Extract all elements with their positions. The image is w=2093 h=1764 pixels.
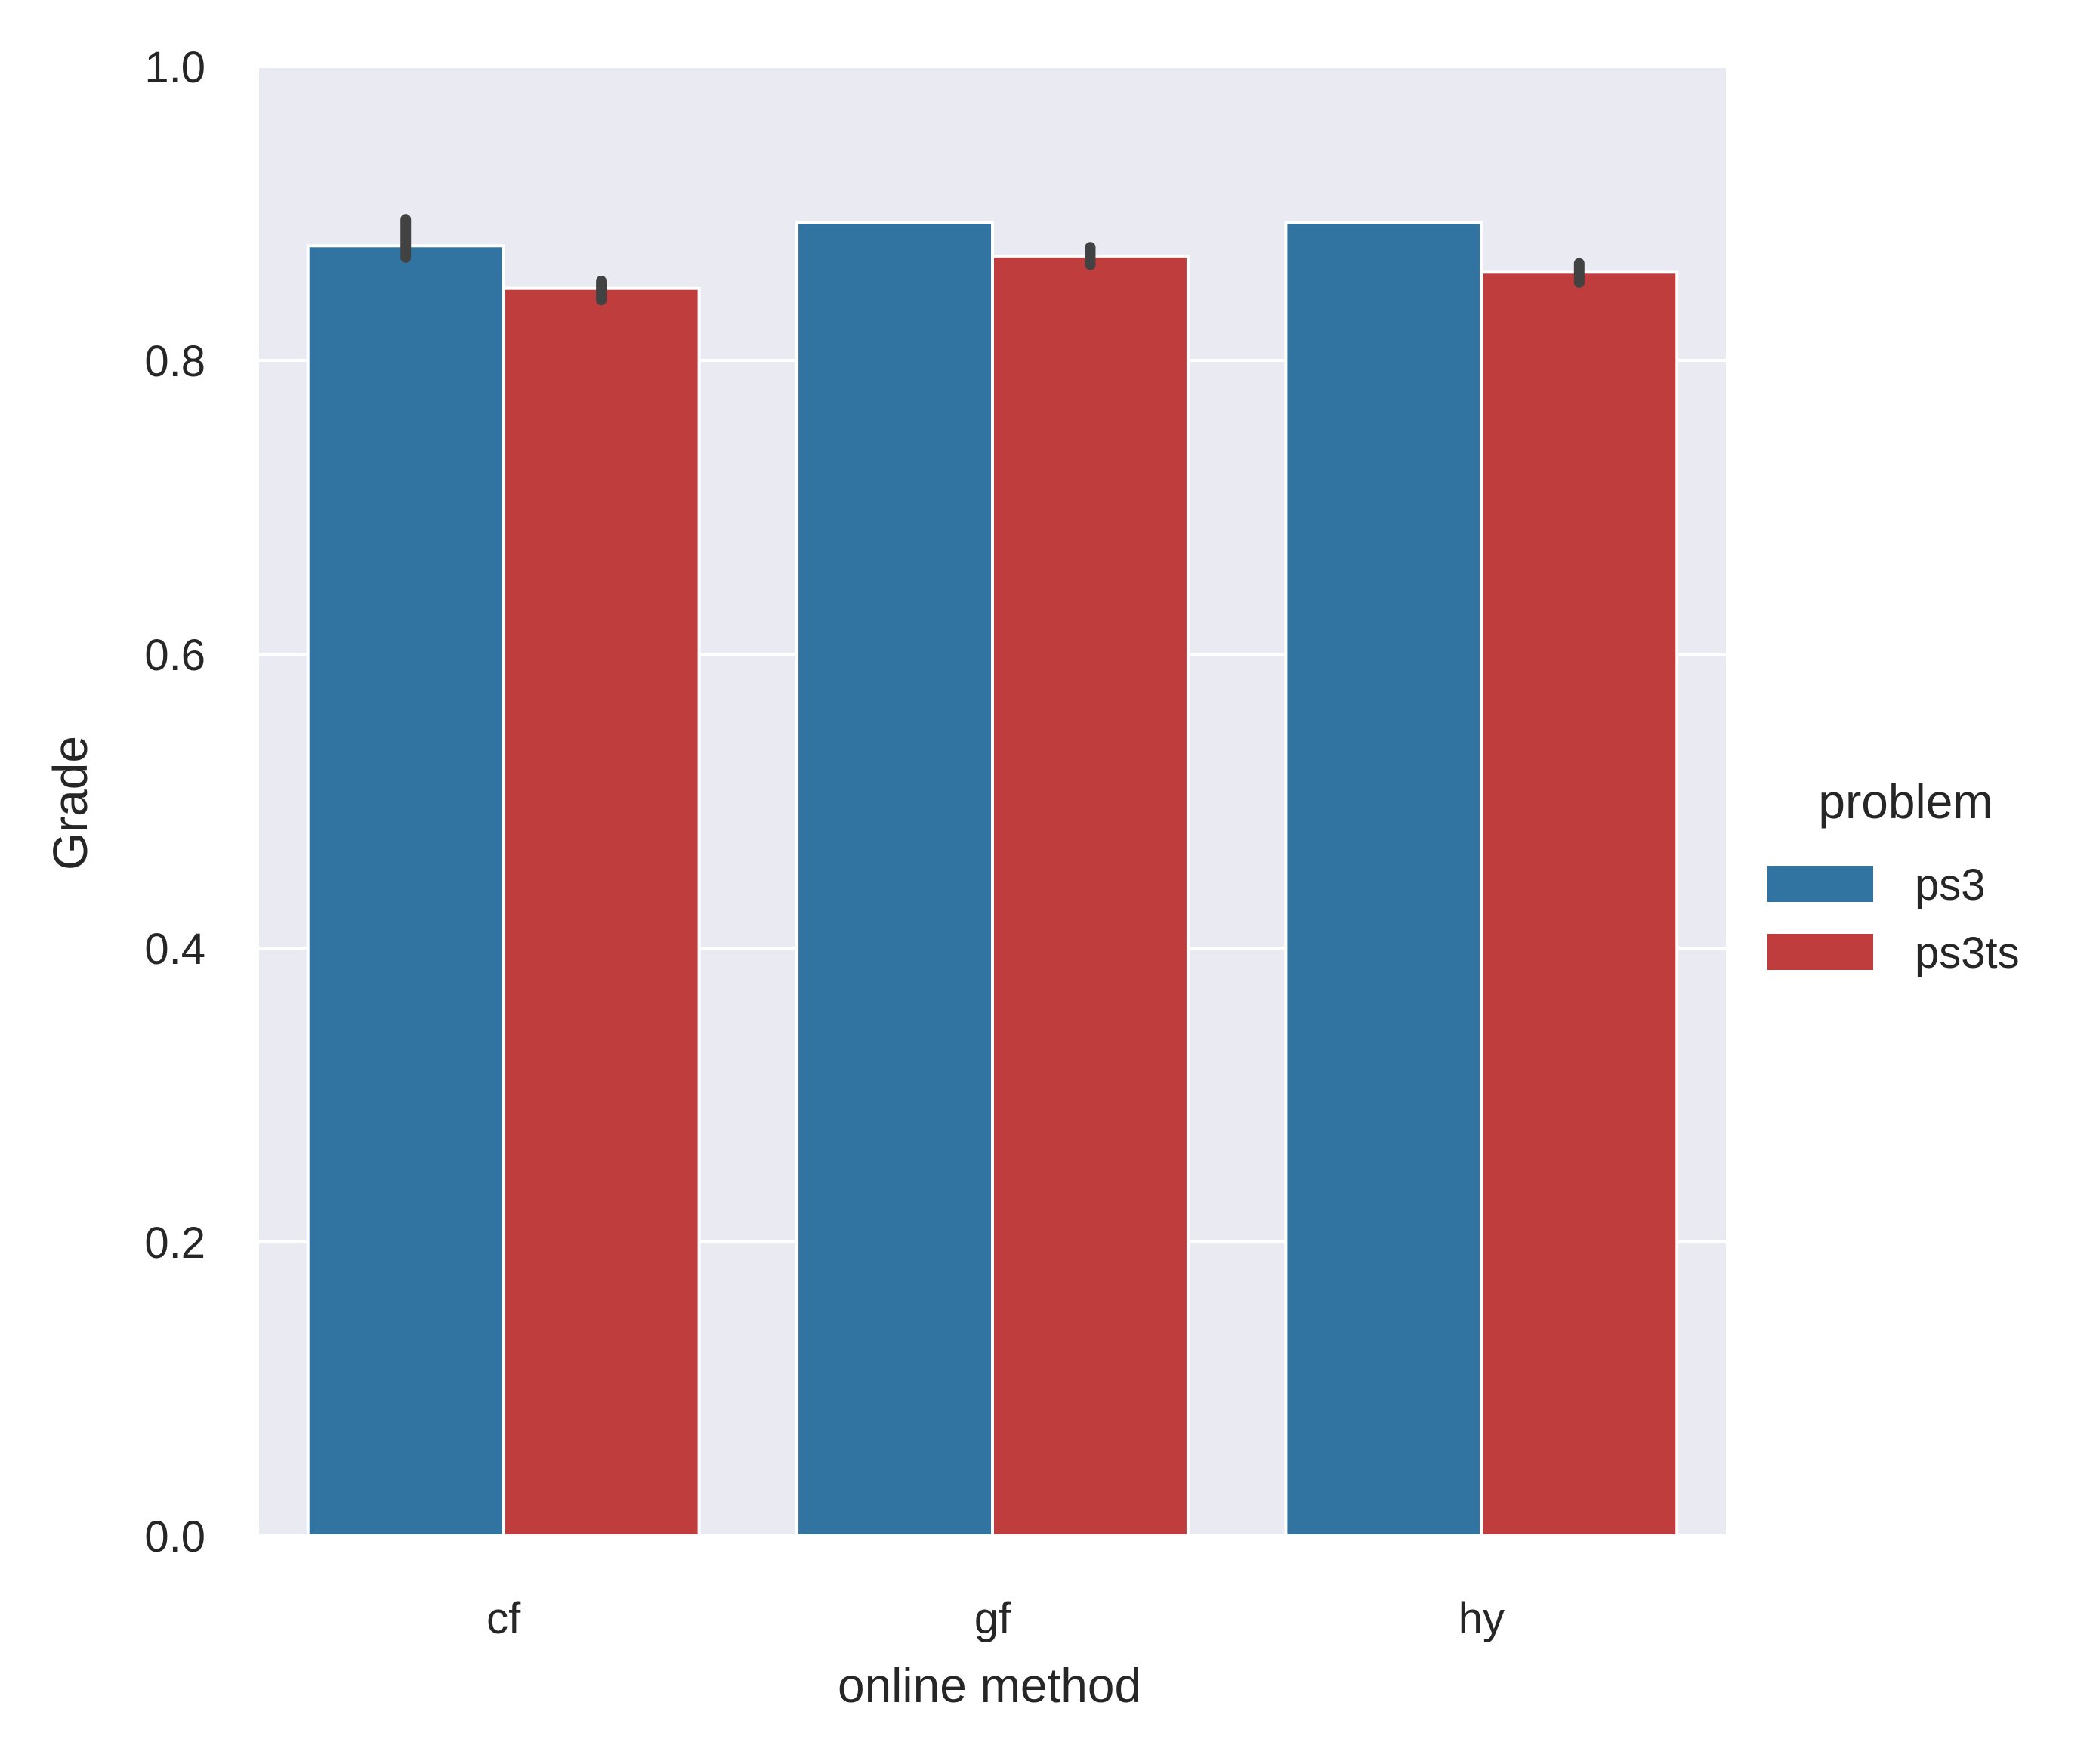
legend-label: ps3ts [1915, 928, 2020, 978]
bar [1480, 270, 1679, 1537]
y-tick-label: 0.4 [144, 925, 205, 974]
legend-label: ps3 [1915, 860, 1986, 910]
x-tick-label: cf [486, 1594, 521, 1643]
y-axis-label: Grade [43, 736, 97, 870]
x-tick-label: hy [1459, 1594, 1505, 1643]
x-axis-ticks: cf gf hy [486, 1594, 1505, 1643]
legend-swatch [1767, 866, 1873, 902]
y-tick-label: 0.2 [144, 1219, 205, 1268]
legend-title: problem [1818, 774, 1993, 829]
bar [795, 221, 994, 1537]
bars [306, 221, 1679, 1538]
legend-entries: ps3 ps3ts [1767, 860, 2020, 978]
y-tick-label: 0.6 [144, 631, 205, 680]
y-tick-label: 0.0 [144, 1512, 205, 1562]
y-axis-ticks: 0.0 0.2 0.4 0.6 0.8 1.0 [144, 43, 205, 1562]
bar [991, 254, 1190, 1537]
bar [502, 286, 701, 1538]
legend-swatch [1767, 934, 1873, 970]
y-tick-label: 1.0 [144, 43, 205, 92]
x-tick-label: gf [974, 1594, 1011, 1643]
x-axis-label: online method [838, 1658, 1141, 1713]
legend: problem ps3 ps3ts [1767, 774, 2020, 978]
error-bars [400, 214, 1585, 306]
y-tick-label: 0.8 [144, 337, 205, 386]
bar [306, 244, 505, 1537]
bar [1284, 221, 1483, 1537]
